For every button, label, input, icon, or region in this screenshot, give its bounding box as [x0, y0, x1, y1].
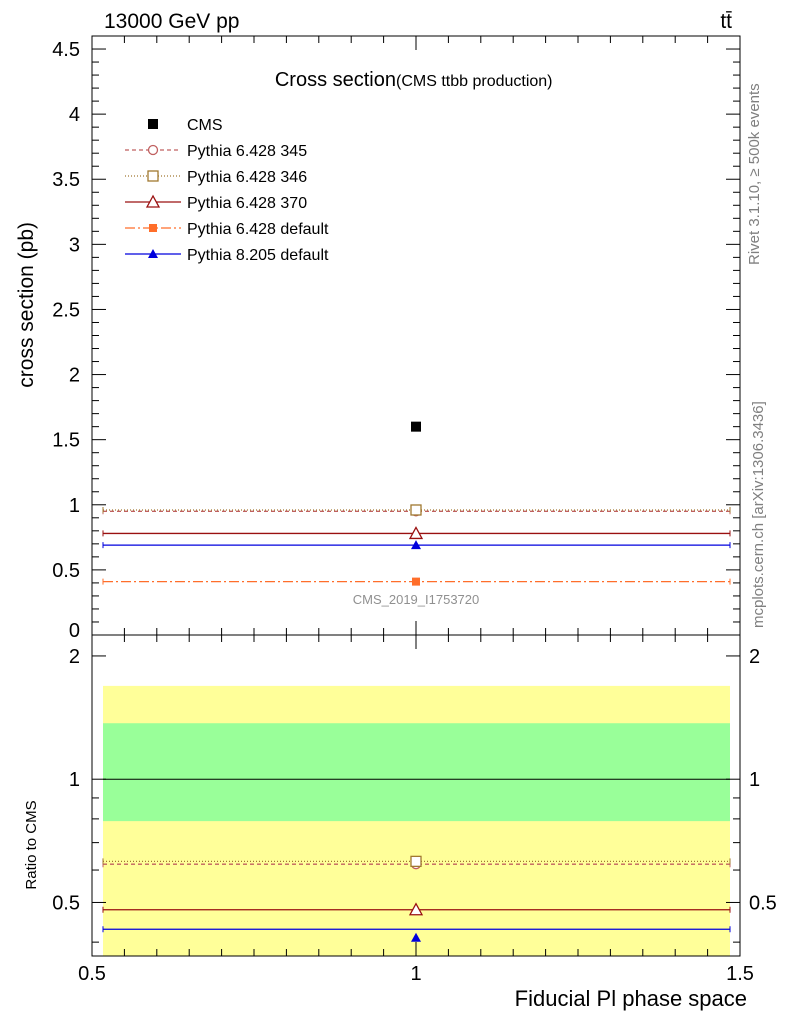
x-tick-label: 0.5	[78, 963, 106, 985]
legend: CMS Pythia 6.428 345 Pythia 6.428 346 Pythi…	[125, 117, 329, 264]
ratio-marker-1	[410, 855, 422, 868]
ratio-axis-label: Ratio to CMS	[23, 800, 40, 889]
y-tick-label: 1	[69, 495, 80, 517]
y-tick-label: 0	[69, 620, 80, 642]
series-marker-1	[410, 504, 422, 516]
chart-subtitle: (CMS ttbb production)	[396, 73, 553, 90]
ratio-tick-label-right: 0.5	[749, 892, 777, 914]
site-label: mcplots.cern.ch [arXiv:1306.3436]	[750, 401, 767, 628]
rivet-label: Rivet 3.1.10, ≥ 500k events	[746, 83, 763, 265]
analysis-label: CMS_2019_I1753720	[353, 592, 480, 607]
y-tick-label: 2	[69, 365, 80, 387]
x-tick-label: 1	[410, 963, 421, 985]
legend-label-2: Pythia 6.428 370	[187, 195, 307, 212]
series-marker-2	[408, 526, 424, 540]
ratio-tick-label-right: 2	[749, 646, 760, 668]
chart-title: Cross section	[275, 69, 396, 91]
x-axis-label: Fiducial Pl phase space	[515, 986, 747, 1011]
legend-marker-1	[147, 170, 159, 182]
y-tick-label: 4	[69, 104, 80, 126]
legend-label-0: Pythia 6.428 345	[187, 143, 307, 160]
legend-marker-3	[149, 224, 157, 232]
ratio-marker-2	[408, 902, 424, 916]
legend-marker-2	[145, 194, 161, 208]
process-label: tt̄	[720, 10, 732, 33]
y-tick-label: 2.5	[52, 299, 80, 321]
series-marker-4	[411, 540, 421, 550]
data-point-cms	[411, 421, 421, 432]
ratio-tick-label-left: 1	[69, 769, 80, 791]
legend-label-3: Pythia 6.428 default	[187, 221, 329, 238]
y-axis-label: cross section (pb)	[15, 222, 38, 388]
y-tick-label: 0.5	[52, 560, 80, 582]
series-marker-3	[412, 577, 420, 586]
ratio-tick-label-left: 2	[69, 646, 80, 668]
legend-label-cms: CMS	[187, 117, 223, 134]
y-tick-label: 1.5	[52, 430, 80, 452]
legend-marker-4	[148, 249, 158, 258]
y-tick-label: 4.5	[52, 39, 80, 61]
legend-marker-0	[147, 144, 159, 156]
ratio-tick-label-left: 0.5	[52, 892, 80, 914]
x-tick-label: 1.5	[726, 963, 754, 985]
legend-marker-cms	[148, 119, 158, 129]
ratio-tick-label-right: 1	[749, 769, 760, 791]
y-tick-label: 3.5	[52, 169, 80, 191]
legend-label-4: Pythia 8.205 default	[187, 247, 329, 264]
energy-label: 13000 GeV pp	[104, 10, 239, 33]
y-tick-label: 3	[69, 234, 80, 256]
ratio-marker-4	[411, 932, 421, 942]
legend-label-1: Pythia 6.428 346	[187, 169, 307, 186]
ratio-band-1	[103, 723, 730, 822]
